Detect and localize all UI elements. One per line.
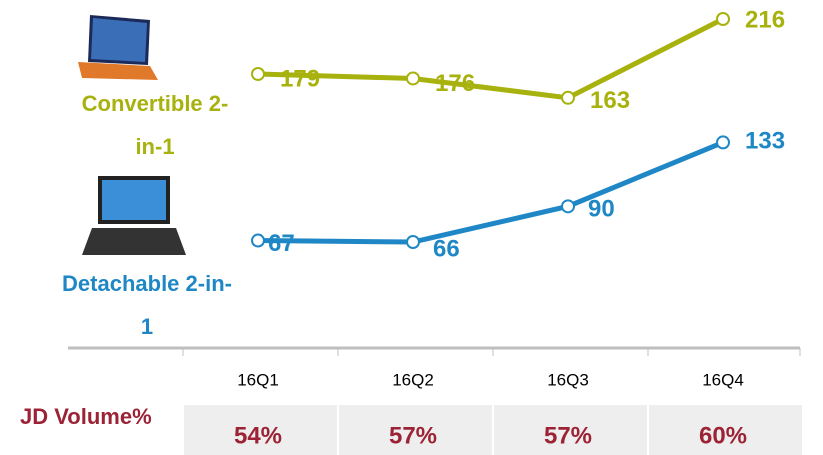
data-point: [252, 235, 264, 247]
data-label: 67: [268, 230, 295, 257]
convertible-icon: [78, 15, 158, 80]
data-label: 133: [745, 128, 785, 155]
chart: 16Q1 16Q2 16Q3 16Q4 179 176 163 216 67 66 90 133 JD …: [0, 0, 823, 455]
table-value: 57%: [544, 422, 592, 449]
table-value: 54%: [234, 422, 282, 449]
data-label: 66: [433, 235, 460, 262]
x-tick-label: 16Q1: [237, 370, 279, 389]
table-value: 60%: [699, 422, 747, 449]
data-point: [407, 72, 419, 84]
data-point: [717, 136, 729, 148]
page: 16Q1 16Q2 16Q3 16Q4 179 176 163 216 67 66 90 133 JD …: [0, 0, 823, 455]
data-point: [717, 13, 729, 25]
data-point: [407, 236, 419, 248]
legend-label: Detachable 2-in-1: [62, 262, 232, 348]
data-point: [562, 92, 574, 104]
data-label: 176: [435, 70, 475, 97]
data-point: [252, 68, 264, 80]
x-tick-label: 16Q4: [702, 370, 744, 389]
data-label: 90: [588, 196, 615, 223]
data-label: 163: [590, 87, 630, 114]
data-label: 179: [280, 65, 320, 92]
series-line: [258, 19, 723, 98]
table-value: 57%: [389, 422, 437, 449]
detachable-icon: [82, 176, 186, 255]
data-label: 216: [745, 6, 785, 33]
data-point: [562, 200, 574, 212]
x-tick-label: 16Q3: [547, 370, 589, 389]
series-line: [258, 142, 723, 242]
row-label: JD Volume%: [20, 404, 152, 429]
legend-label: Convertible 2-in-1: [70, 82, 240, 168]
x-tick-label: 16Q2: [392, 370, 434, 389]
